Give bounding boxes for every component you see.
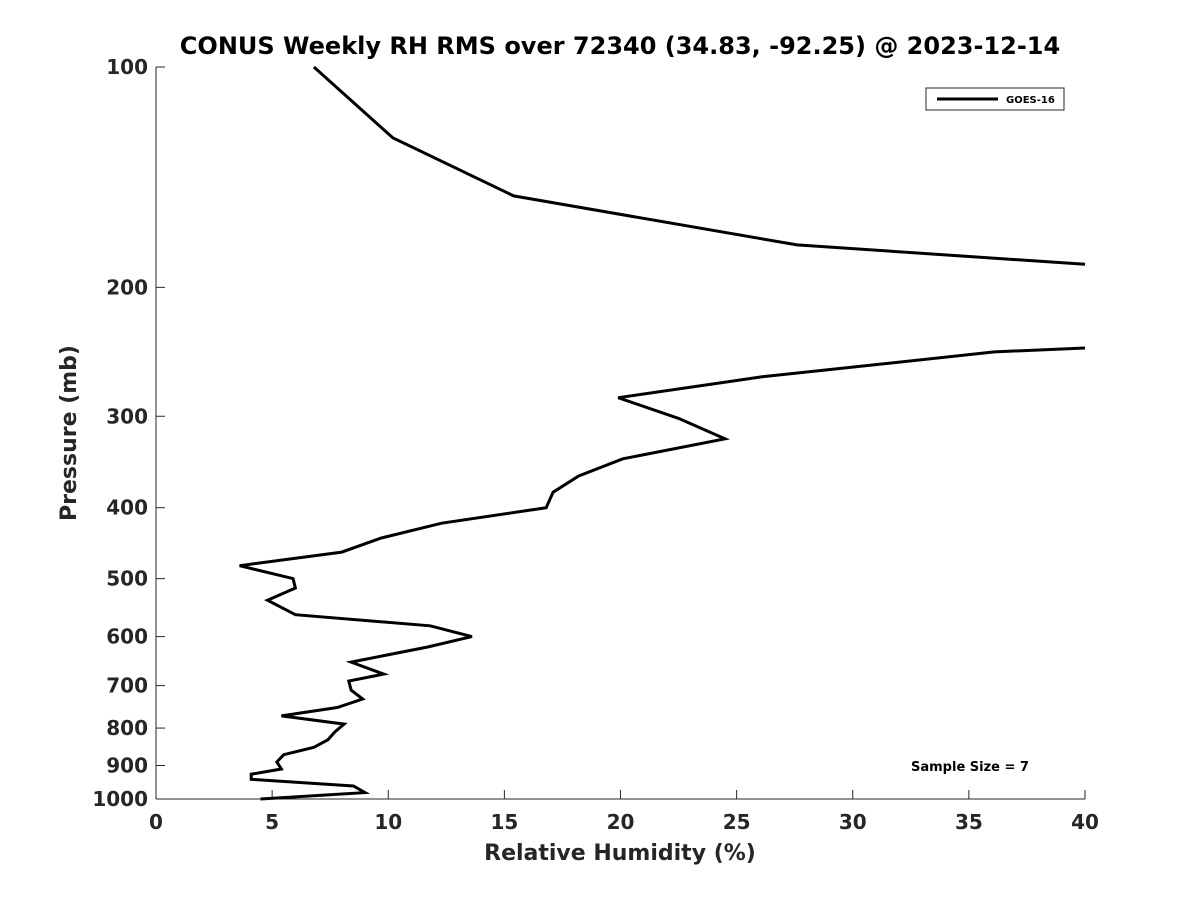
x-axis-label: Relative Humidity (%): [484, 841, 756, 866]
legend: GOES-16: [925, 87, 1065, 111]
x-tick-label: 40: [1071, 810, 1099, 834]
y-axis-ticks: 100 200 300 400 500 600 700 800 900 1000: [92, 55, 165, 811]
y-tick-label: 900: [106, 754, 148, 778]
x-tick-label: 0: [149, 810, 163, 834]
y-tick-label: 100: [106, 55, 148, 79]
sample-size-annotation: Sample Size = 7: [911, 760, 1029, 775]
series-line-goes-16: [239, 346, 1086, 801]
y-tick-label: 300: [106, 404, 148, 428]
x-tick-label: 15: [490, 810, 518, 834]
x-axis-ticks: 0 5 10 15 20 25 30 35 40: [149, 790, 1099, 834]
y-tick-label: 800: [106, 716, 148, 740]
y-axis-label: Pressure (mb): [57, 345, 82, 521]
x-tick-label: 10: [374, 810, 402, 834]
series-line-goes-16: [312, 65, 1086, 266]
legend-label-goes-16: GOES-16: [1006, 95, 1055, 106]
x-tick-label: 30: [839, 810, 867, 834]
y-tick-label: 400: [106, 496, 148, 520]
plot-area: 0 5 10 15 20 25 30 35 40 100 200 300 400 500 600 700 80…: [92, 55, 1099, 834]
y-tick-label: 700: [106, 674, 148, 698]
chart-title: CONUS Weekly RH RMS over 72340 (34.83, -…: [180, 32, 1060, 60]
y-tick-label: 1000: [92, 787, 148, 811]
x-tick-label: 25: [723, 810, 751, 834]
y-tick-label: 200: [106, 275, 148, 299]
x-tick-label: 20: [607, 810, 635, 834]
series-lines: [239, 65, 1086, 801]
y-tick-label: 500: [106, 567, 148, 591]
y-tick-label: 600: [106, 625, 148, 649]
x-tick-label: 5: [265, 810, 279, 834]
x-tick-label: 35: [955, 810, 983, 834]
